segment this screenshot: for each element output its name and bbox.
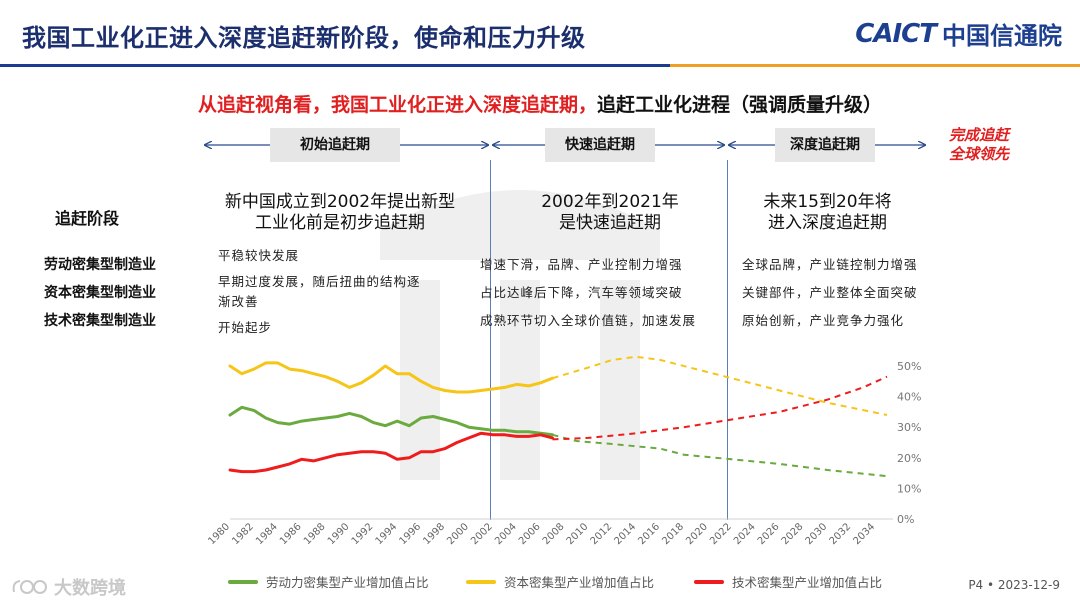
legend-tech: 技术密集型产业增加值占比 <box>694 572 882 591</box>
desc-deep-tech: 原始创新，产业竞争力强化 <box>742 313 905 328</box>
phase-initial: 初始追赶期 <box>270 128 400 162</box>
stage-deep-line1: 未来15到20年将 <box>763 192 892 212</box>
stage-initial: 新中国成立到2002年提出新型 工业化前是初步追赶期 <box>205 192 475 234</box>
divider-2002 <box>490 160 491 520</box>
x-tick-label: 2000 <box>445 521 471 547</box>
y-tick-label: 0% <box>897 513 914 526</box>
legend-labor-swatch <box>228 579 258 584</box>
x-tick-label: 2020 <box>684 521 710 547</box>
x-tick-label: 1996 <box>397 521 423 547</box>
x-tick-label: 2028 <box>780 521 806 547</box>
desc-deep: 全球品牌，产业链控制力增强 关键部件，产业整体全面突破 原始创新，产业竞争力强化 <box>742 251 957 335</box>
subtitle-highlight: 从追赶视角看，我国工业化正进入深度追赶期， <box>197 94 597 116</box>
x-tick-label: 1994 <box>374 521 400 547</box>
x-tick-label: 1988 <box>302 521 328 547</box>
y-tick-label: 20% <box>897 452 921 465</box>
legend-labor-label: 劳动力密集型产业增加值占比 <box>266 575 429 590</box>
page-number: P4 • 2023-12-9 <box>968 578 1060 592</box>
x-tick-label: 2026 <box>756 521 782 547</box>
desc-deep-capital: 关键部件，产业整体全面突破 <box>742 285 918 300</box>
legend-capital-swatch <box>466 579 496 584</box>
series-line-actual-1 <box>228 361 554 394</box>
stage-deep-line2: 进入深度追赶期 <box>768 213 887 233</box>
subtitle-rest: 追赶工业化进程（强调质量升级） <box>597 94 883 116</box>
y-tick-label: 30% <box>897 421 921 434</box>
series-line-projected-0 <box>552 433 888 478</box>
x-tick-label: 2024 <box>732 521 758 547</box>
final-goal-line2: 全球领先 <box>948 145 1009 163</box>
caict-logo: CAICT 中国信通院 <box>855 16 1062 51</box>
x-tick-label: 2008 <box>541 521 567 547</box>
x-tick-label: 1980 <box>206 521 232 547</box>
phase-deep: 深度追赶期 <box>775 128 875 162</box>
y-tick-label: 10% <box>897 482 921 495</box>
timeline-arrows <box>0 120 1080 170</box>
watermark-logo-icon <box>12 580 47 594</box>
stage-initial-line1: 新中国成立到2002年提出新型 <box>224 192 456 212</box>
x-tick-label: 1984 <box>254 521 280 547</box>
desc-rapid-labor: 增速下滑，品牌、产业控制力增强 <box>480 257 683 272</box>
legend-tech-label: 技术密集型产业增加值占比 <box>732 575 883 590</box>
x-tick-label: 2012 <box>589 521 615 547</box>
x-tick-label: 1982 <box>230 521 256 547</box>
industry-labor: 劳动密集型制造业 <box>44 257 156 273</box>
x-tick-label: 1990 <box>326 521 352 547</box>
x-tick-label: 1992 <box>350 521 376 547</box>
desc-initial-labor: 平稳较快发展 <box>218 248 300 263</box>
desc-initial: 平稳较快发展 早期过度发展，随后扭曲的结构逐 渐改善 开始起步 <box>218 246 483 338</box>
x-tick-label: 2006 <box>517 521 543 547</box>
x-tick-label: 2014 <box>613 521 639 547</box>
desc-initial-tech: 开始起步 <box>218 320 273 335</box>
page-title: 我国工业化正进入深度追赶新阶段，使命和压力升级 <box>22 24 586 52</box>
stage-rapid: 2002年到2021年 是快速追赶期 <box>500 192 720 234</box>
series-line-actual-2 <box>228 431 554 474</box>
y-tick-label: 50% <box>897 360 921 373</box>
desc-initial-capital-1: 早期过度发展，随后扭曲的结构逐 <box>218 274 421 289</box>
series-line-actual-0 <box>228 405 554 437</box>
divider-2022 <box>727 160 728 520</box>
logo-chinese-name: 中国信通院 <box>942 22 1062 50</box>
industry-share-chart: 0%10%20%30%40%50%19801982198419861988199… <box>206 355 921 547</box>
stage-rapid-line1: 2002年到2021年 <box>541 192 679 212</box>
x-tick-label: 1986 <box>278 521 304 547</box>
stage-initial-line2: 工业化前是初步追赶期 <box>255 213 425 233</box>
legend-tech-swatch <box>694 579 724 584</box>
final-goal-line1: 完成追赶 <box>948 126 1009 144</box>
footer-watermark: 大数跨境 <box>10 574 126 600</box>
x-tick-label: 2032 <box>828 521 854 547</box>
series-line-projected-1 <box>552 355 888 416</box>
subtitle: 从追赶视角看，我国工业化正进入深度追赶期，追赶工业化进程（强调质量升级） <box>0 90 1080 117</box>
desc-initial-capital-2: 渐改善 <box>218 294 259 309</box>
x-tick-label: 2030 <box>804 521 830 547</box>
header-rule <box>0 64 1080 67</box>
stage-title: 追赶阶段 <box>55 209 120 228</box>
x-tick-label: 2022 <box>708 521 734 547</box>
desc-deep-labor: 全球品牌，产业链控制力增强 <box>742 257 918 272</box>
industry-tech: 技术密集型制造业 <box>44 313 156 329</box>
y-tick-label: 40% <box>897 391 921 404</box>
x-tick-label: 2002 <box>469 521 495 547</box>
desc-rapid-tech: 成熟环节切入全球价值链，加速发展 <box>480 313 697 328</box>
x-tick-label: 2034 <box>851 521 877 547</box>
series-line-projected-2 <box>552 375 888 441</box>
footer-brand: 大数跨境 <box>54 578 126 599</box>
industry-capital: 资本密集型制造业 <box>44 285 156 301</box>
stage-rapid-line2: 是快速追赶期 <box>559 213 661 233</box>
legend-capital-label: 资本密集型产业增加值占比 <box>504 575 655 590</box>
desc-rapid-capital: 占比达峰后下降，汽车等领域突破 <box>480 285 683 300</box>
x-tick-label: 1998 <box>421 521 447 547</box>
x-tick-label: 2004 <box>493 521 519 547</box>
final-goal: 完成追赶 全球领先 <box>934 126 1024 164</box>
header-rule-accent <box>670 64 1080 67</box>
x-tick-label: 2018 <box>660 521 686 547</box>
x-tick-label: 2016 <box>636 521 662 547</box>
logo-brand: CAICT <box>855 18 937 49</box>
legend-capital: 资本密集型产业增加值占比 <box>466 572 654 591</box>
x-tick-label: 2010 <box>565 521 591 547</box>
phase-rapid: 快速追赶期 <box>545 128 655 162</box>
desc-rapid: 增速下滑，品牌、产业控制力增强 占比达峰后下降，汽车等领域突破 成熟环节切入全球… <box>480 251 725 335</box>
stage-deep: 未来15到20年将 进入深度追赶期 <box>735 192 920 234</box>
legend-labor: 劳动力密集型产业增加值占比 <box>228 572 429 591</box>
watermark-building-icon <box>380 190 660 480</box>
